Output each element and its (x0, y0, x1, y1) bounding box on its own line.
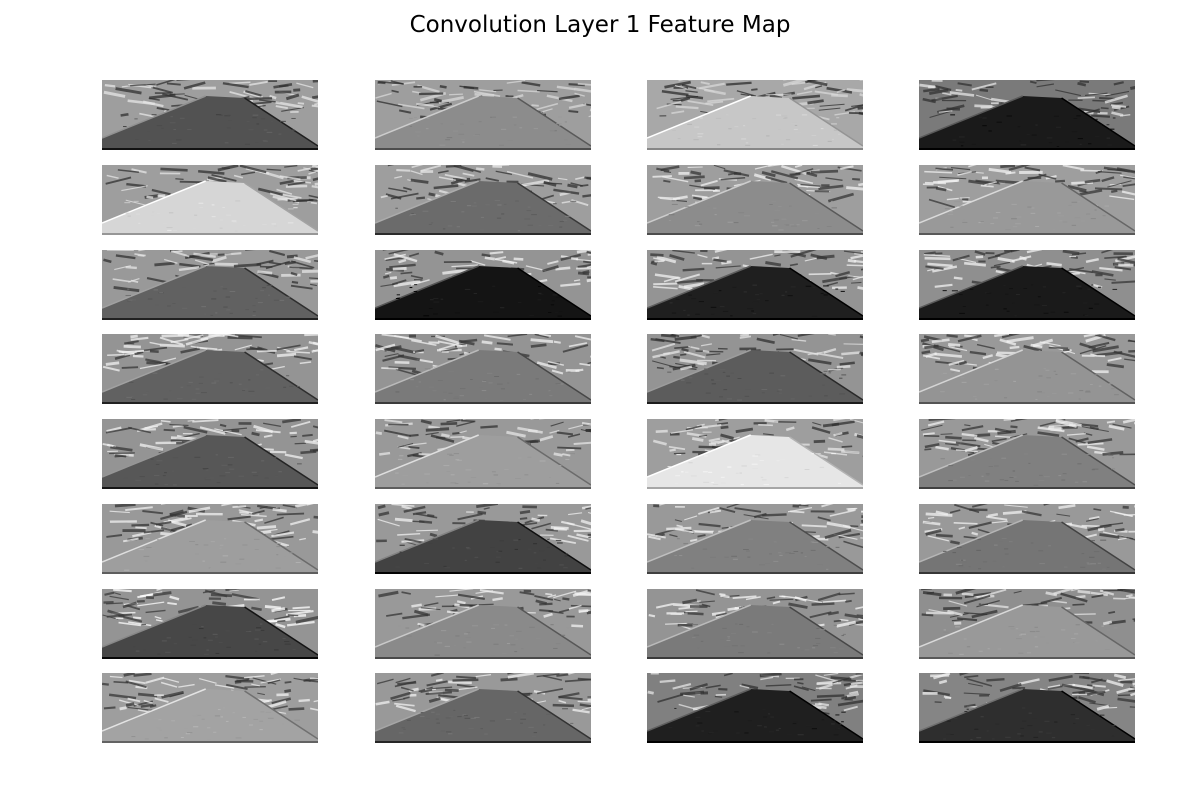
feature-map-18 (375, 419, 591, 489)
feature-map-11 (647, 250, 863, 320)
feature-map-29 (102, 673, 318, 743)
feature-map-3 (647, 80, 863, 150)
feature-map-23 (647, 504, 863, 574)
feature-map-4 (919, 80, 1135, 150)
feature-map-19 (647, 419, 863, 489)
chart-title: Convolution Layer 1 Feature Map (409, 12, 791, 38)
feature-map-25 (102, 589, 318, 659)
feature-map-32 (919, 673, 1135, 743)
feature-map-20 (919, 419, 1135, 489)
feature-map-30 (375, 673, 591, 743)
feature-map-6 (375, 165, 591, 235)
feature-map-1 (102, 80, 318, 150)
feature-map-12 (919, 250, 1135, 320)
feature-map-17 (102, 419, 318, 489)
feature-map-26 (375, 589, 591, 659)
feature-map-13 (102, 334, 318, 404)
feature-map-15 (647, 334, 863, 404)
feature-map-9 (102, 250, 318, 320)
feature-map-31 (647, 673, 863, 743)
feature-map-22 (375, 504, 591, 574)
feature-map-16 (919, 334, 1135, 404)
feature-map-7 (647, 165, 863, 235)
feature-map-21 (102, 504, 318, 574)
feature-map-10 (375, 250, 591, 320)
feature-map-2 (375, 80, 591, 150)
feature-map-8 (919, 165, 1135, 235)
feature-map-5 (102, 165, 318, 235)
feature-map-14 (375, 334, 591, 404)
feature-map-28 (919, 589, 1135, 659)
feature-map-27 (647, 589, 863, 659)
feature-map-24 (919, 504, 1135, 574)
